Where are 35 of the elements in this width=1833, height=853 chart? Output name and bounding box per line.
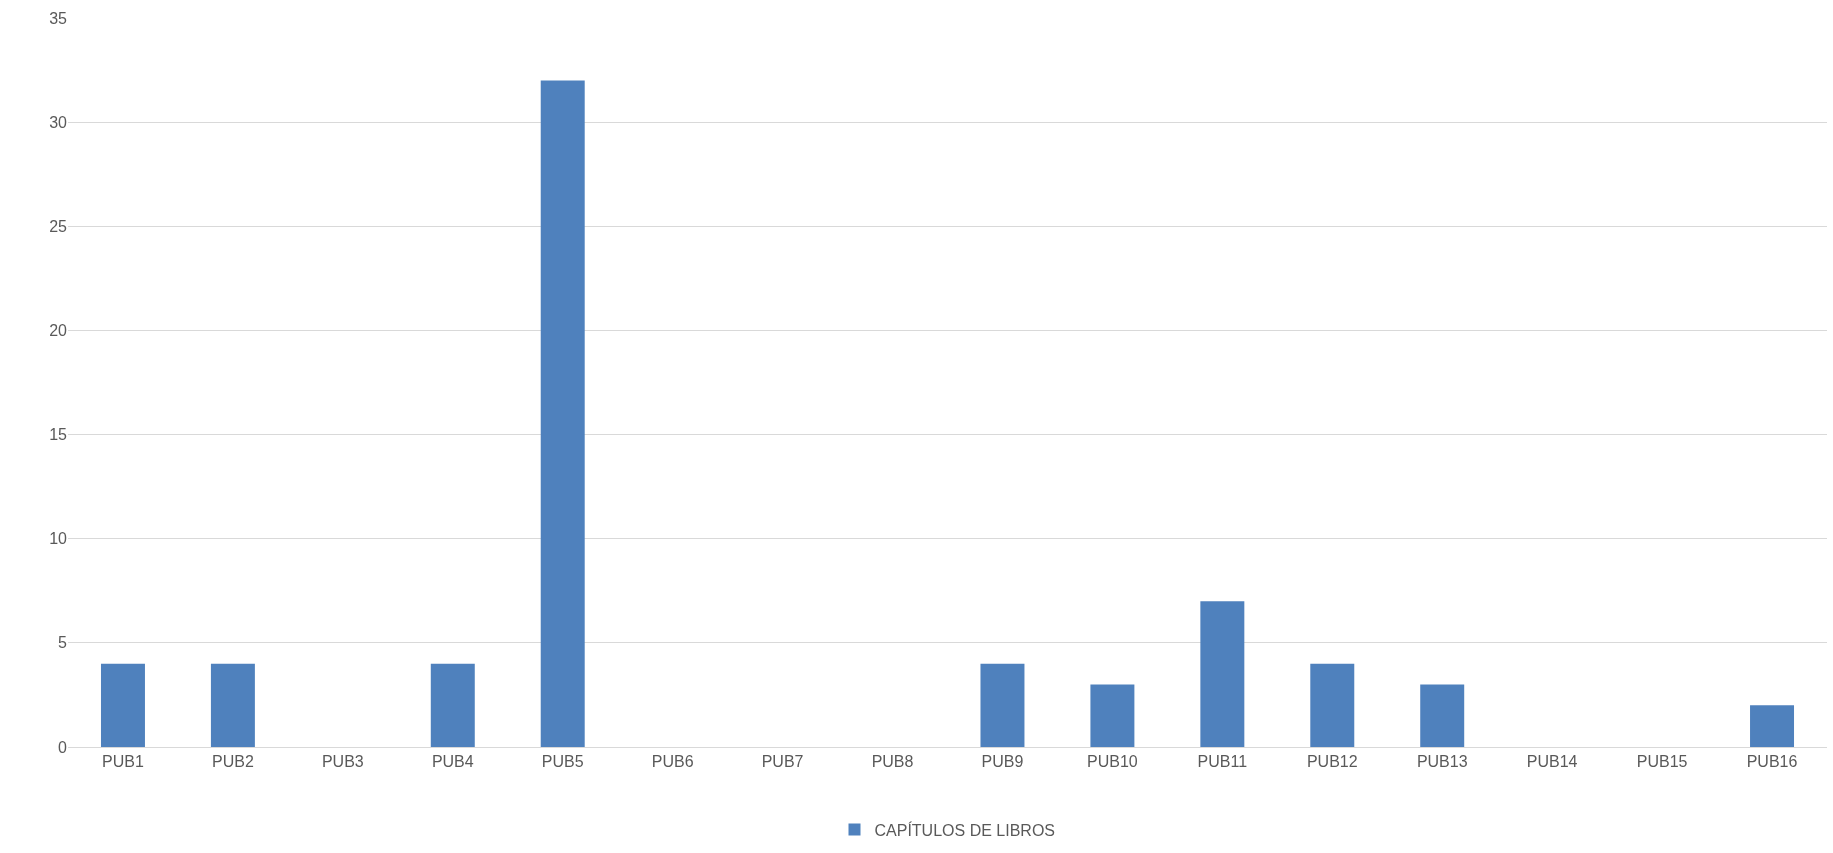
x-tick-label: PUB2 bbox=[212, 753, 254, 771]
bar bbox=[430, 663, 475, 747]
y-tick-label: 15 bbox=[49, 426, 68, 444]
x-tick-label: PUB15 bbox=[1636, 753, 1688, 771]
y-tick-label: 35 bbox=[49, 9, 68, 27]
x-tick-label: PUB1 bbox=[102, 753, 144, 771]
bar bbox=[1310, 663, 1355, 747]
bar bbox=[1090, 684, 1135, 747]
x-tick-label: PUB11 bbox=[1197, 753, 1248, 771]
y-tick-label: 25 bbox=[49, 217, 68, 235]
y-tick-label: 5 bbox=[58, 634, 68, 652]
bar bbox=[540, 80, 585, 747]
x-tick-label: PUB4 bbox=[431, 753, 474, 771]
bar bbox=[100, 663, 145, 747]
bar bbox=[1420, 684, 1465, 747]
x-tick-label: PUB3 bbox=[321, 753, 364, 771]
x-tick-label: PUB5 bbox=[541, 753, 584, 771]
x-tick-label: PUB14 bbox=[1526, 753, 1578, 771]
bar bbox=[1750, 705, 1795, 747]
legend-label: CAPÍTULOS DE LIBROS bbox=[874, 820, 1055, 839]
x-tick-label: PUB16 bbox=[1746, 753, 1798, 771]
y-tick-label: 10 bbox=[49, 530, 68, 548]
y-tick-label: 20 bbox=[49, 322, 68, 340]
x-tick-label: PUB8 bbox=[871, 753, 914, 771]
x-tick-label: PUB13 bbox=[1416, 753, 1468, 771]
bar bbox=[980, 663, 1025, 747]
x-tick-label: PUB10 bbox=[1087, 753, 1138, 771]
x-tick-label: PUB6 bbox=[651, 753, 694, 771]
y-tick-label: 30 bbox=[49, 113, 68, 131]
x-tick-label: PUB12 bbox=[1306, 753, 1358, 771]
y-tick-label: 0 bbox=[58, 738, 68, 756]
x-tick-label: PUB9 bbox=[981, 753, 1024, 771]
bar bbox=[210, 663, 255, 747]
bar bbox=[1200, 601, 1245, 747]
x-tick-label: PUB7 bbox=[761, 753, 804, 771]
